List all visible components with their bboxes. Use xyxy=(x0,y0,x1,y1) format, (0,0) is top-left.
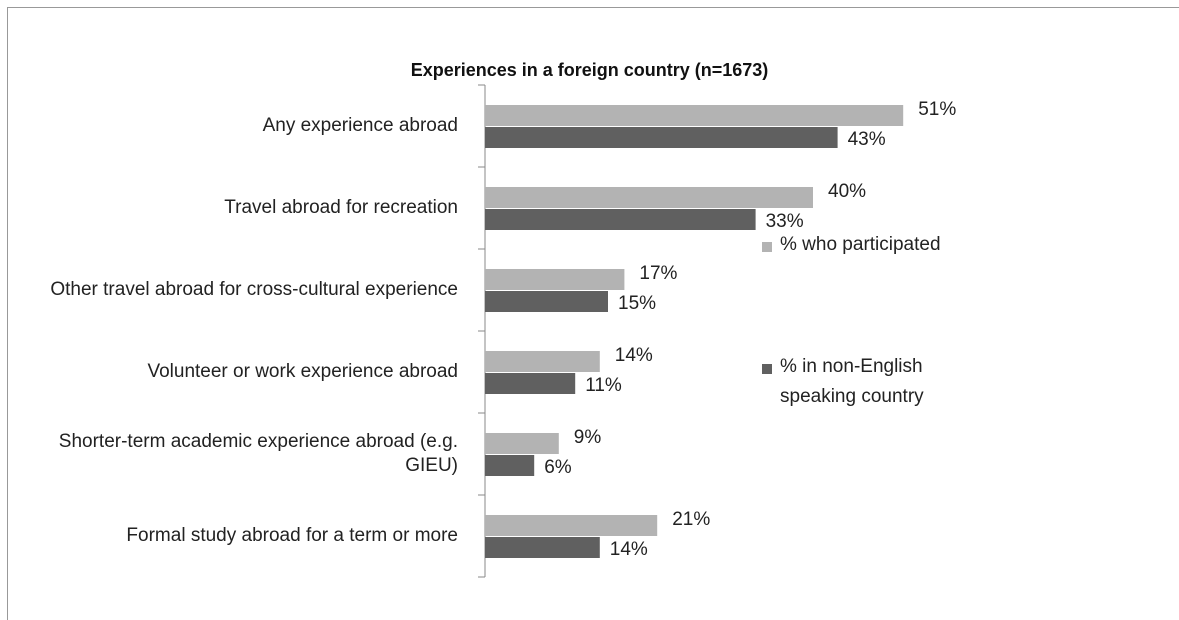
bar xyxy=(485,127,838,148)
data-label: 51% xyxy=(918,99,957,120)
category-label: Travel abroad for recreation xyxy=(224,197,458,218)
category-label: Shorter-term academic experience abroad … xyxy=(58,431,458,476)
data-label: 17% xyxy=(639,263,678,284)
bar xyxy=(485,291,608,312)
chart-title: Experiences in a foreign country (n=1673… xyxy=(410,60,769,80)
legend-swatch xyxy=(762,242,772,252)
bar xyxy=(485,187,813,208)
legend-label: % in non-English speaking country xyxy=(780,356,924,407)
data-label: 14% xyxy=(609,539,648,560)
data-label: 9% xyxy=(573,427,602,448)
legend-label: % who participated xyxy=(780,234,941,255)
legend-swatch xyxy=(762,364,772,374)
data-label: 40% xyxy=(828,181,867,202)
bar xyxy=(485,433,559,454)
data-label: 15% xyxy=(618,293,657,314)
bar xyxy=(485,209,756,230)
data-label: 21% xyxy=(672,509,711,530)
data-label: 43% xyxy=(847,129,886,150)
category-label: Any experience abroad xyxy=(262,115,458,136)
data-label: 6% xyxy=(544,457,572,478)
frame xyxy=(7,7,1179,620)
data-label: 11% xyxy=(585,375,622,396)
bar xyxy=(485,515,658,536)
data-label: 33% xyxy=(765,211,804,232)
bar xyxy=(485,455,535,476)
bar xyxy=(485,269,625,290)
data-label: 14% xyxy=(614,345,653,366)
bar xyxy=(485,351,600,372)
category-label: Other travel abroad for cross-cultural e… xyxy=(50,279,458,300)
category-label: Volunteer or work experience abroad xyxy=(147,361,458,382)
category-label: Formal study abroad for a term or more xyxy=(126,525,458,546)
bar xyxy=(485,373,576,394)
bar xyxy=(485,537,600,558)
bar xyxy=(485,105,904,126)
